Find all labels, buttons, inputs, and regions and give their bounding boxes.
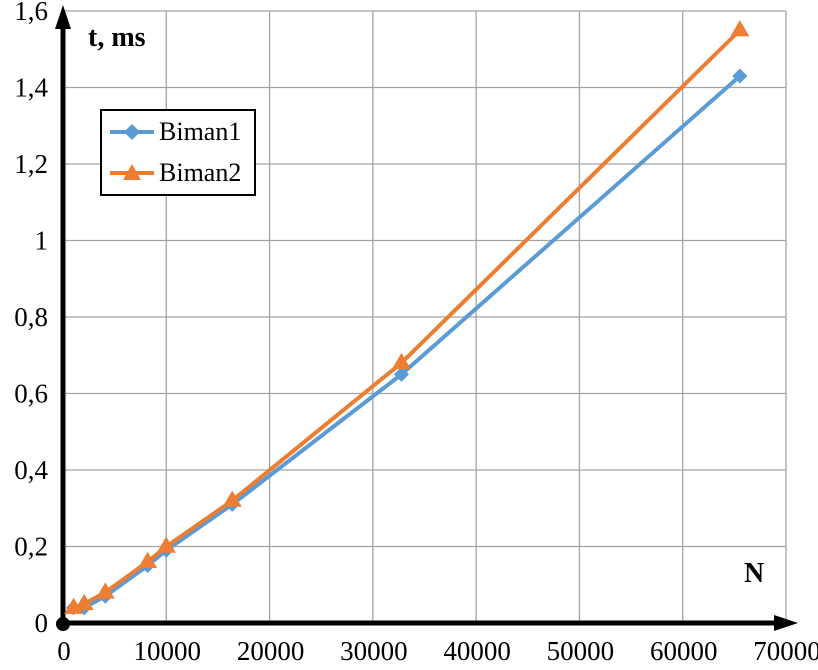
legend-item-biman2: Biman2 xyxy=(109,153,254,193)
marker-diamond-biman1 xyxy=(732,68,748,84)
x-axis-title: N xyxy=(744,558,765,589)
x-axis-arrow xyxy=(774,615,798,631)
marker-triangle-biman2 xyxy=(730,20,750,37)
y-tick-label: 1,2 xyxy=(14,149,48,179)
y-axis-arrow xyxy=(55,5,71,29)
y-tick-label: 0,4 xyxy=(14,455,48,485)
marker-triangle-biman2 xyxy=(74,593,94,611)
biman2-line-triangle-icon xyxy=(110,164,154,180)
marker-triangle-biman2 xyxy=(391,352,411,370)
y-tick-label: 1,4 xyxy=(14,73,48,103)
x-tick-label: 10000 xyxy=(134,636,202,666)
legend: Biman1 Biman2 xyxy=(100,109,256,196)
origin-dot xyxy=(56,617,70,631)
y-tick-label: 1,6 xyxy=(14,0,48,26)
legend-label-biman2: Biman2 xyxy=(159,158,242,187)
y-tick-label: 0 xyxy=(35,608,49,638)
legend-label-biman1: Biman1 xyxy=(159,117,242,146)
marker-triangle-biman2 xyxy=(222,490,242,507)
y-tick-label: 0,6 xyxy=(14,379,48,409)
marker-triangle-biman2 xyxy=(156,536,176,553)
x-tick-label: 0 xyxy=(57,636,71,666)
x-tick-label: 60000 xyxy=(650,636,718,666)
x-tick-label: 50000 xyxy=(547,636,615,666)
x-tick-label: 70000 xyxy=(753,636,818,666)
x-tick-label: 40000 xyxy=(443,636,511,666)
x-tick-label: 30000 xyxy=(340,636,408,666)
y-tick-label: 0,2 xyxy=(14,532,48,562)
x-tick-label: 20000 xyxy=(237,636,305,666)
marker-triangle-biman2 xyxy=(138,551,158,568)
y-axis-title: t, ms xyxy=(88,22,146,53)
y-tick-label: 1 xyxy=(35,226,49,256)
marker-triangle-biman2 xyxy=(95,582,115,599)
legend-item-biman1: Biman1 xyxy=(109,112,254,152)
marker-diamond-biman1 xyxy=(393,366,409,382)
biman1-line-diamond-icon xyxy=(110,124,154,140)
y-tick-label: 0,8 xyxy=(14,302,48,332)
